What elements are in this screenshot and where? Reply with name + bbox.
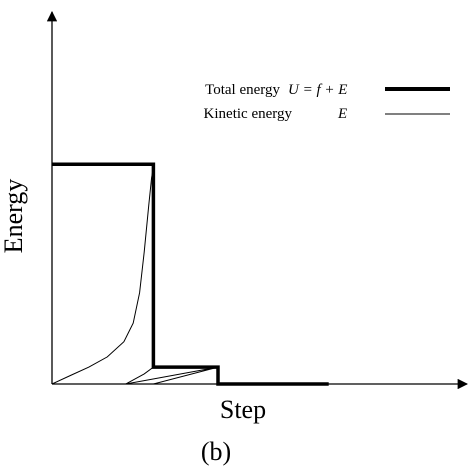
- legend-formula-total-energy: U = f + E: [288, 82, 347, 98]
- plot-area: [51, 162, 329, 386]
- legend-label-total-energy: Total energy: [205, 82, 280, 98]
- legend-formula-kinetic-energy: E: [337, 106, 347, 122]
- legend: Total energy U = f + E Kinetic energy E: [204, 82, 450, 122]
- x-axis-label: Step: [220, 395, 266, 424]
- legend-label-kinetic-energy: Kinetic energy: [204, 106, 293, 122]
- series-total-energy: [52, 162, 329, 386]
- y-axis-label: Energy: [0, 179, 28, 254]
- figure-caption: (b): [201, 437, 231, 466]
- series-kinetic-energy: [51, 167, 219, 385]
